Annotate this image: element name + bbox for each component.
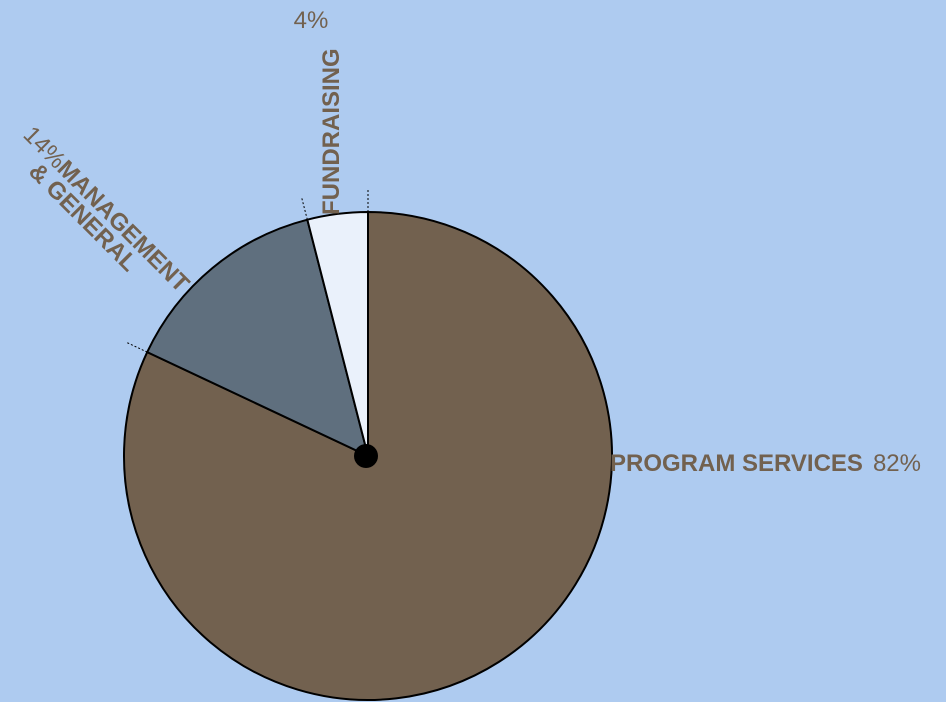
pie-center-dot: [354, 444, 378, 468]
fundraising-name: FUNDRAISING: [318, 48, 345, 215]
label-program-services: PROGRAM SERVICES 82%: [610, 450, 921, 477]
fundraising-pct: 4%: [294, 7, 329, 34]
program-services-name: PROGRAM SERVICES: [610, 450, 863, 477]
program-services-pct: 82%: [873, 450, 921, 477]
leader-line-1: [127, 342, 369, 457]
leader-lines: [127, 190, 369, 457]
leader-line-2: [301, 198, 369, 457]
management-general-label: 14% MANAGEMENT & GENERAL: [18, 121, 195, 298]
pie-slice-management-general: [146, 218, 369, 457]
